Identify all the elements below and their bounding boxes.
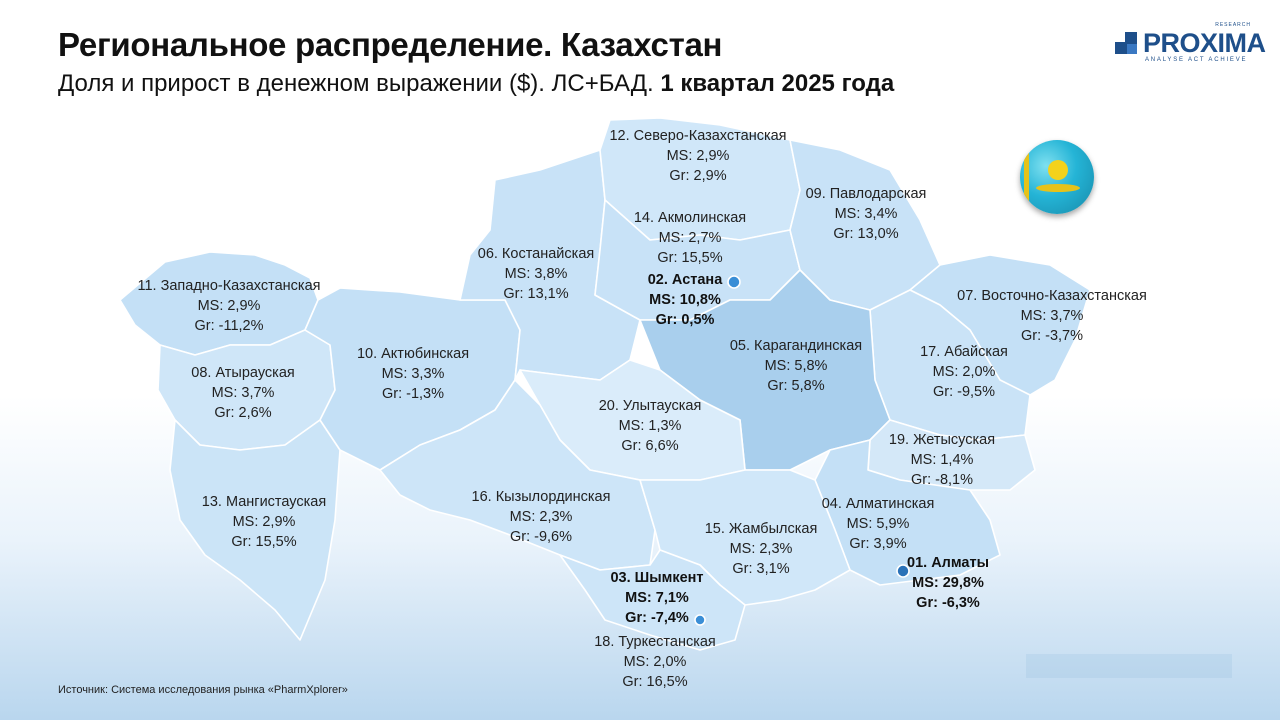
logo-word: PROXIMA	[1143, 28, 1266, 58]
logo-tagline: ANALYSE ACT ACHIEVE	[1145, 57, 1248, 63]
region-label-04: 04. Алматинская MS: 5,9% Gr: 3,9%	[821, 496, 935, 552]
logo-mark-icon	[1115, 32, 1137, 54]
region-label-03: 03. Шымкент MS: 7,1% Gr: -7,4%	[610, 570, 704, 626]
subtitle-main: Доля и прирост в денежном выражении ($).…	[58, 70, 661, 97]
region-label-19: 19. Жетысуская MS: 1,4% Gr: -8,1%	[888, 432, 996, 488]
region-label-12: 12. Северо-Казахстанская MS: 2,9% Gr: 2,9%	[609, 128, 787, 184]
region-label-05: 05. Карагандинская MS: 5,8% Gr: 5,8%	[729, 338, 863, 394]
subtitle-period: 1 квартал 2025 года	[660, 70, 895, 97]
footer-box	[1026, 654, 1232, 678]
region-label-06: 06. Костанайская MS: 3,8% Gr: 13,1%	[477, 246, 595, 302]
region-label-20: 20. Улытауская MS: 1,3% Gr: 6,6%	[598, 398, 702, 454]
logo-research: RESEARCH	[1215, 22, 1251, 28]
region-label-11: 11. Западно-Казахстанская MS: 2,9% Gr: -11…	[137, 278, 321, 334]
region-label-02: 02. Астана MS: 10,8% Gr: 0,5%	[647, 272, 723, 328]
region-label-08: 08. Атырауская MS: 3,7% Gr: 2,6%	[191, 365, 295, 421]
page-title: Региональное распределение. Казахстан	[58, 26, 723, 63]
region-02-shape	[727, 275, 741, 289]
region-label-10: 10. Актюбинская MS: 3,3% Gr: -1,3%	[356, 346, 470, 402]
proxima-logo: RESEARCH PROXIMA ANALYSE ACT ACHIEVE	[1115, 22, 1266, 66]
region-label-07: 07. Восточно-Казахстанская MS: 3,7% Gr: -3…	[957, 288, 1147, 344]
region-label-17: 17. Абайская MS: 2,0% Gr: -9,5%	[920, 344, 1008, 400]
region-label-13: 13. Мангистауская MS: 2,9% Gr: 15,5%	[201, 494, 327, 550]
region-01-shape	[896, 564, 910, 578]
region-label-15: 15. Жамбылская MS: 2,3% Gr: 3,1%	[704, 521, 818, 577]
kazakhstan-flag-icon	[1020, 140, 1094, 214]
region-label-14: 14. Акмолинская MS: 2,7% Gr: 15,5%	[633, 210, 747, 266]
region-label-01: 01. Алматы MS: 29,8% Gr: -6,3%	[907, 555, 989, 611]
region-label-09: 09. Павлодарская MS: 3,4% Gr: 13,0%	[805, 186, 927, 242]
region-label-18: 18. Туркестанская MS: 2,0% Gr: 16,5%	[594, 634, 716, 690]
region-label-16: 16. Кызылординская MS: 2,3% Gr: -9,6%	[471, 489, 611, 545]
source-note: Источник: Система исследования рынка «Ph…	[58, 684, 348, 696]
page-subtitle: Доля и прирост в денежном выражении ($).…	[58, 70, 894, 98]
region-03-shape	[694, 614, 706, 626]
region-13-shape	[169, 419, 341, 641]
